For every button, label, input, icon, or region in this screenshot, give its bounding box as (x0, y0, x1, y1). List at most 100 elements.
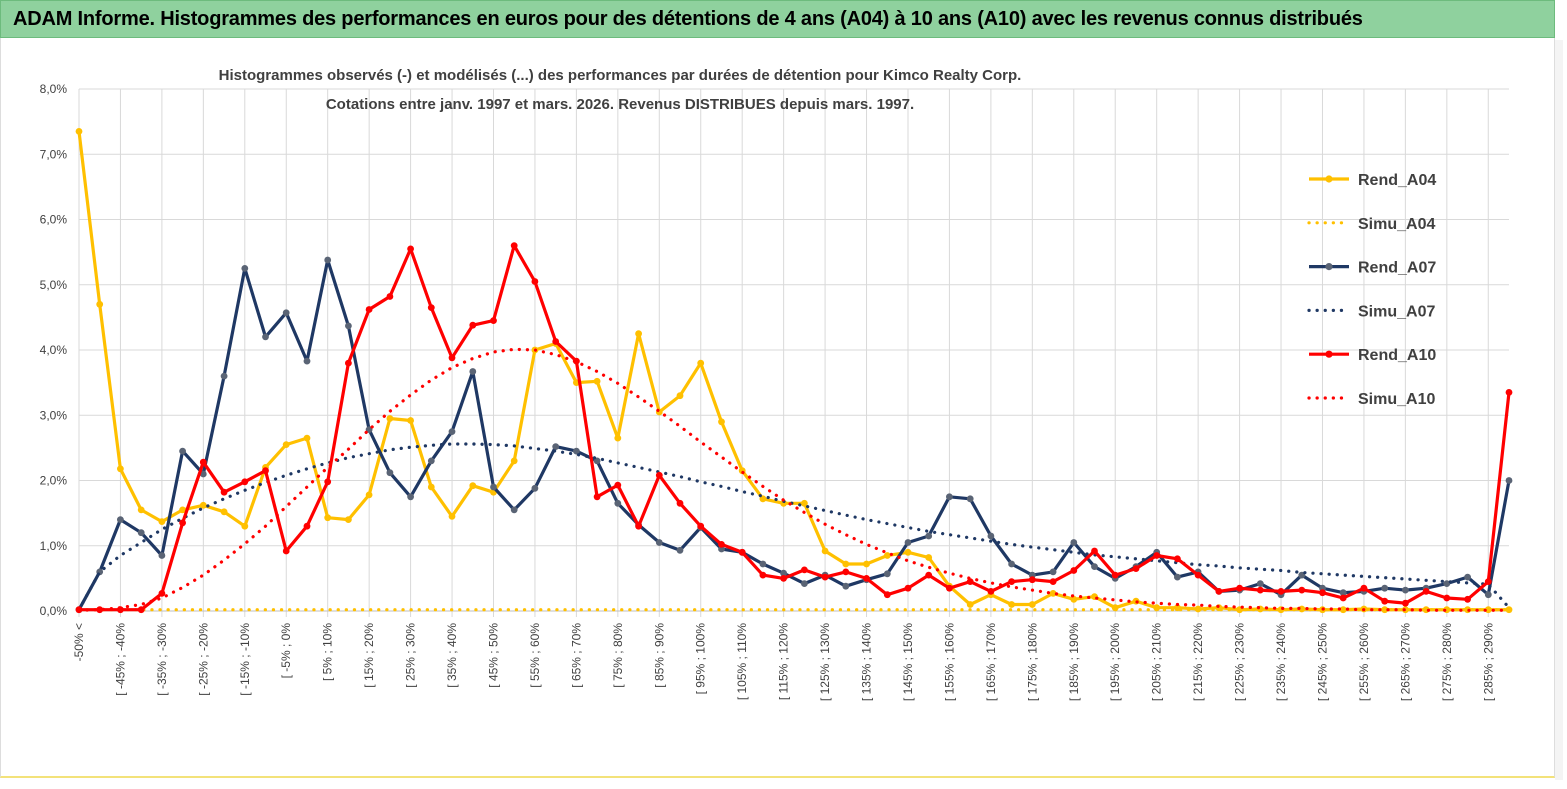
data-point-rend-a10 (635, 522, 642, 530)
data-point-rend-a07 (987, 532, 995, 540)
data-point-rend-a04 (718, 418, 725, 426)
y-axis: 0,0% 1,0% 2,0% 3,0% 4,0% 5,0% 6,0% 7,0% 8,0% (40, 82, 68, 618)
data-point-rend-a07 (262, 333, 269, 341)
data-point-rend-a04 (75, 128, 83, 135)
y-tick-label: 1,0% (40, 539, 68, 553)
vertical-scrollbar[interactable] (1555, 40, 1563, 780)
data-point-rend-a04 (117, 465, 124, 473)
data-point-rend-a04 (1070, 595, 1078, 603)
data-point-rend-a07 (448, 428, 456, 435)
data-point-rend-a07 (220, 372, 228, 380)
data-point-rend-a10 (1277, 588, 1285, 595)
data-point-rend-a10 (1484, 578, 1492, 585)
data-point-rend-a07 (469, 368, 477, 375)
y-tick-label: 6,0% (40, 213, 68, 227)
x-tick-label: [ 25% ; 30% (404, 623, 418, 688)
data-point-rend-a07 (883, 570, 891, 578)
data-point-rend-a07 (801, 580, 808, 587)
data-point-rend-a04 (883, 552, 891, 559)
data-point-rend-a04 (821, 547, 829, 555)
x-tick-label: [ -35% ; -30% (155, 623, 169, 696)
data-point-rend-a10 (179, 519, 187, 527)
data-point-rend-a10 (241, 478, 249, 486)
x-tick-label: [ 195% ; 200% (1108, 623, 1122, 701)
x-tick-label: [ 275% ; 280% (1440, 623, 1454, 701)
data-point-rend-a10 (510, 242, 518, 250)
data-point-rend-a10 (1132, 565, 1140, 572)
data-point-rend-a04 (966, 601, 974, 608)
data-point-rend-a04 (365, 491, 373, 499)
x-tick-label: [ 135% ; 140% (860, 623, 874, 701)
data-point-rend-a04 (1028, 601, 1036, 608)
x-tick-label: [ 185% ; 190% (1067, 623, 1081, 701)
x-tick-label: [ 105% ; 110% (735, 623, 749, 700)
data-point-rend-a07 (1381, 584, 1389, 592)
data-point-rend-a10 (96, 606, 104, 614)
data-point-rend-a07 (552, 443, 560, 450)
legend-label-simu-a04: Simu_A04 (1358, 216, 1435, 233)
series-rend-a10 (79, 244, 1511, 612)
data-point-rend-a07 (946, 493, 953, 501)
data-point-rend-a07 (490, 483, 497, 491)
x-tick-label: [ 5% ; 10% (321, 623, 335, 681)
data-point-rend-a10 (1111, 571, 1119, 579)
y-tick-label: 8,0% (40, 82, 68, 96)
x-tick-label: [ -15% ; -10% (238, 623, 252, 696)
data-point-rend-a04 (1008, 601, 1015, 608)
x-tick-label: [ 235% ; 240% (1274, 623, 1288, 701)
data-point-rend-a07 (593, 457, 601, 465)
data-point-rend-a07 (1070, 539, 1078, 546)
data-point-rend-a04 (904, 548, 912, 556)
x-tick-label: [ 205% ; 210% (1150, 623, 1164, 701)
data-point-rend-a07 (345, 322, 352, 330)
legend-marker-rend-a07 (1325, 263, 1333, 271)
data-point-rend-a04 (1505, 606, 1513, 614)
data-point-rend-a10 (1256, 586, 1264, 594)
data-point-rend-a10 (158, 590, 166, 597)
x-tick-label: [ 145% ; 150% (901, 623, 915, 701)
x-tick-label: [ 215% ; 220% (1191, 623, 1205, 701)
x-tick-label: [ 35% ; 40% (445, 623, 459, 688)
histogram-chart: 0,0% 1,0% 2,0% 3,0% 4,0% 5,0% 6,0% 7,0% 8,0% -50… (40, 67, 1513, 701)
data-point-rend-a10 (1236, 584, 1243, 592)
x-tick-label: -50% < (72, 623, 86, 661)
data-point-rend-a07 (925, 532, 933, 540)
data-point-rend-a07 (1464, 573, 1471, 581)
legend-label-rend-a04: Rend_A04 (1358, 172, 1436, 189)
data-point-rend-a10 (1049, 578, 1057, 585)
data-point-rend-a10 (718, 541, 725, 548)
data-point-rend-a10 (1070, 567, 1078, 574)
data-point-rend-a10 (842, 568, 850, 576)
data-point-rend-a10 (1402, 599, 1409, 607)
data-point-rend-a10 (407, 245, 414, 253)
data-point-rend-a04 (427, 483, 435, 491)
data-point-rend-a10 (469, 321, 477, 329)
data-point-rend-a10 (1339, 594, 1347, 602)
data-point-rend-a10 (655, 471, 663, 479)
x-tick-label: [ 155% ; 160% (942, 623, 956, 701)
x-tick-label: [ 165% ; 170% (984, 623, 998, 701)
y-tick-label: 0,0% (40, 604, 68, 618)
data-point-rend-a07 (510, 506, 518, 514)
series-rend-a07 (77, 258, 1511, 611)
data-point-rend-a07 (241, 265, 249, 272)
data-point-rend-a07 (1008, 560, 1015, 568)
x-tick-label: [ 95% ; 100% (694, 623, 708, 695)
data-point-rend-a10 (1008, 578, 1015, 585)
data-point-rend-a04 (676, 392, 684, 400)
data-point-rend-a07 (780, 569, 787, 577)
data-point-rend-a07 (904, 539, 912, 546)
legend-label-rend-a10: Rend_A10 (1358, 347, 1436, 364)
data-point-rend-a10 (137, 606, 145, 614)
data-point-rend-a10 (386, 293, 394, 300)
data-point-rend-a04 (863, 560, 870, 568)
data-point-rend-a10 (780, 575, 787, 582)
data-point-rend-a04 (842, 560, 850, 568)
data-point-rend-a10 (614, 481, 622, 489)
data-point-rend-a07 (1484, 591, 1492, 599)
data-point-rend-a10 (262, 467, 269, 475)
y-tick-label: 2,0% (40, 474, 68, 488)
data-point-rend-a10 (324, 478, 332, 486)
x-tick-label: [ 125% ; 130% (818, 623, 832, 701)
data-point-rend-a10 (573, 357, 580, 365)
